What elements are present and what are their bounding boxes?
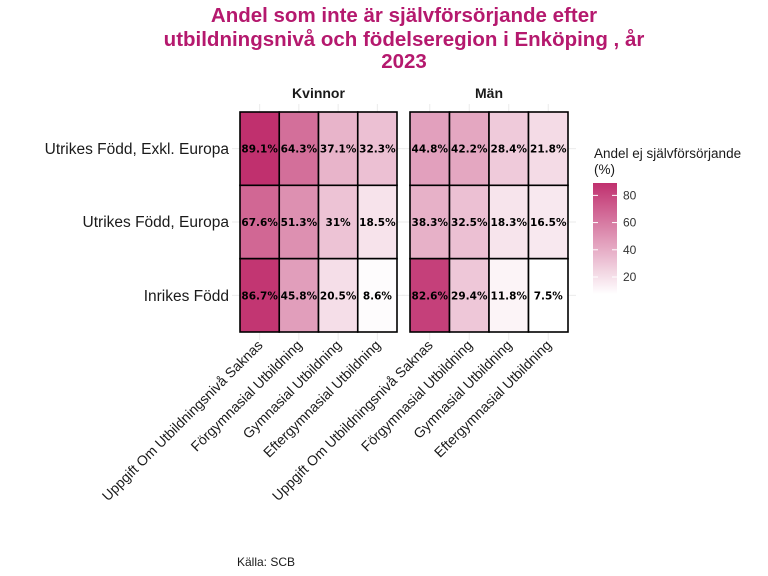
heatmap-cell — [409, 111, 451, 187]
legend-color-bar — [593, 183, 617, 294]
legend-title-line-2: (%) — [594, 162, 615, 177]
y-label-inrikes: Inrikes Född — [144, 288, 229, 305]
cell-value-label: 7.5% — [534, 290, 564, 302]
cell-value-label: 42.2% — [451, 144, 488, 156]
cell-value-label: 37.1% — [320, 144, 357, 156]
heatmap-cell — [317, 257, 359, 333]
cell-value-label: 82.6% — [412, 290, 449, 302]
cell-value-label: 86.7% — [241, 290, 278, 302]
title-line-3: 2023 — [381, 50, 427, 73]
cell-value-label: 11.8% — [491, 290, 528, 302]
y-label-utrikes-europa: Utrikes Född, Europa — [83, 214, 230, 231]
cell-value-label: 89.1% — [241, 144, 278, 156]
cell-value-label: 16.5% — [530, 217, 567, 229]
x-axis-label: Uppgift Om Utbildningsnivå Saknas — [99, 337, 266, 504]
y-label-utrikes-exkl-europa: Utrikes Född, Exkl. Europa — [45, 141, 230, 158]
title-line-2: utbildningsnivå och födelseregion i Enkö… — [164, 28, 645, 51]
cell-value-label: 67.6% — [241, 217, 278, 229]
heatmap-cell — [239, 184, 281, 260]
legend-title-line-1: Andel ej självförsörjande — [594, 146, 741, 161]
legend-ticks: 20 40 60 80 — [593, 188, 637, 284]
legend-tick-label: 20 — [623, 270, 637, 284]
cell-value-label: 21.8% — [530, 144, 567, 156]
y-axis-labels: Utrikes Född, Exkl. Europa Utrikes Född,… — [45, 141, 230, 305]
cell-value-label: 44.8% — [412, 144, 449, 156]
heatmap-cells: 89.1% 64.3% 37.1% 32.3% 67.6% 51.3% 31% 18.5% 86… — [239, 111, 569, 333]
cell-value-label: 51.3% — [281, 217, 318, 229]
cell-value-label: 18.5% — [359, 217, 396, 229]
heatmap-cell — [239, 257, 281, 333]
legend-tick-label: 40 — [623, 243, 637, 257]
cell-value-label: 31% — [326, 217, 352, 229]
cell-value-label: 32.3% — [359, 144, 396, 156]
cell-value-label: 28.4% — [491, 144, 528, 156]
cell-value-label: 38.3% — [412, 217, 449, 229]
facet-label-man: Män — [475, 85, 503, 101]
title-line-1: Andel som inte är självförsörjande efter — [211, 4, 597, 27]
cell-value-label: 18.3% — [491, 217, 528, 229]
cell-value-label: 29.4% — [451, 290, 488, 302]
heatmap-cell — [356, 111, 398, 187]
heatmap-cell — [356, 257, 398, 333]
caption-source: Källa: SCB — [237, 555, 295, 569]
x-axis-labels: Uppgift Om Utbildningsnivå SaknasFörgymn… — [99, 337, 555, 504]
cell-value-label: 20.5% — [320, 290, 357, 302]
legend-tick-label: 80 — [623, 188, 637, 202]
heatmap-cell — [527, 257, 569, 333]
cell-value-label: 8.6% — [363, 290, 393, 302]
legend-tick-label: 60 — [623, 216, 637, 230]
color-legend: Andel ej självförsörjande (%) 20 40 60 80 — [593, 146, 741, 294]
facet-label-kvinnor: Kvinnor — [292, 85, 345, 101]
heatmap-cell — [278, 257, 320, 333]
heatmap-cell — [488, 184, 530, 260]
heatmap-cell — [527, 184, 569, 260]
cell-value-label: 64.3% — [281, 144, 318, 156]
cell-value-label: 45.8% — [281, 290, 318, 302]
chart-title: Andel som inte är självförsörjande efter… — [164, 4, 645, 73]
cell-value-label: 32.5% — [451, 217, 488, 229]
